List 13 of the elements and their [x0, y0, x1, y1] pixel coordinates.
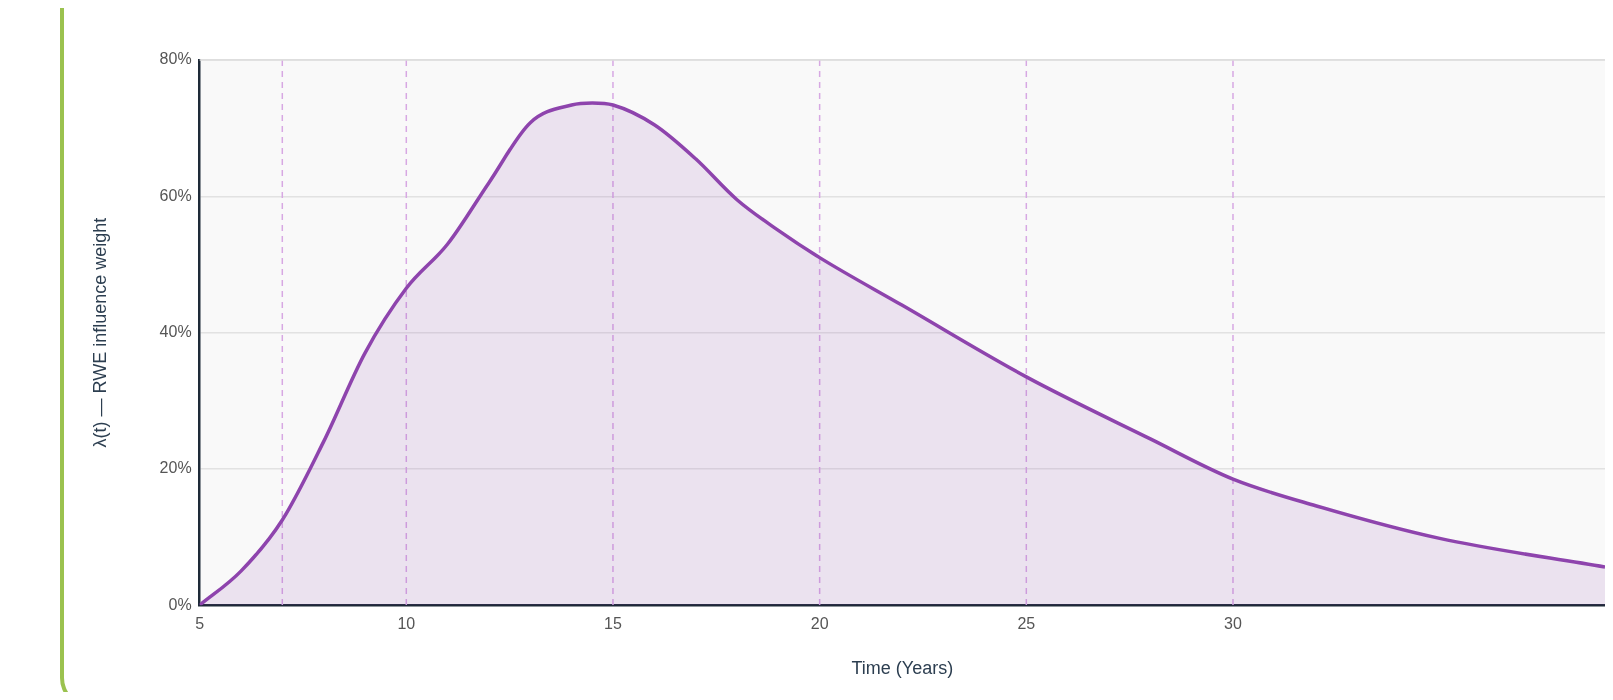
y-tick-label: 80%	[159, 50, 192, 68]
x-tick-label: 5	[195, 615, 205, 633]
y-axis-title: λ(t) — RWE influence weight	[89, 217, 110, 448]
y-tick-label: 20%	[159, 459, 192, 477]
x-tick-label: 15	[604, 615, 622, 633]
y-tick-label: 40%	[159, 323, 192, 341]
x-tick-label: 30	[1224, 615, 1242, 633]
x-tick-label: 20	[810, 615, 829, 633]
x-tick-label: 25	[1017, 615, 1036, 633]
x-tick-label: 10	[397, 615, 416, 633]
y-tick-label: 0%	[168, 595, 192, 613]
x-axis-title: Time (Years)	[851, 658, 954, 679]
y-tick-label: 60%	[159, 186, 192, 204]
